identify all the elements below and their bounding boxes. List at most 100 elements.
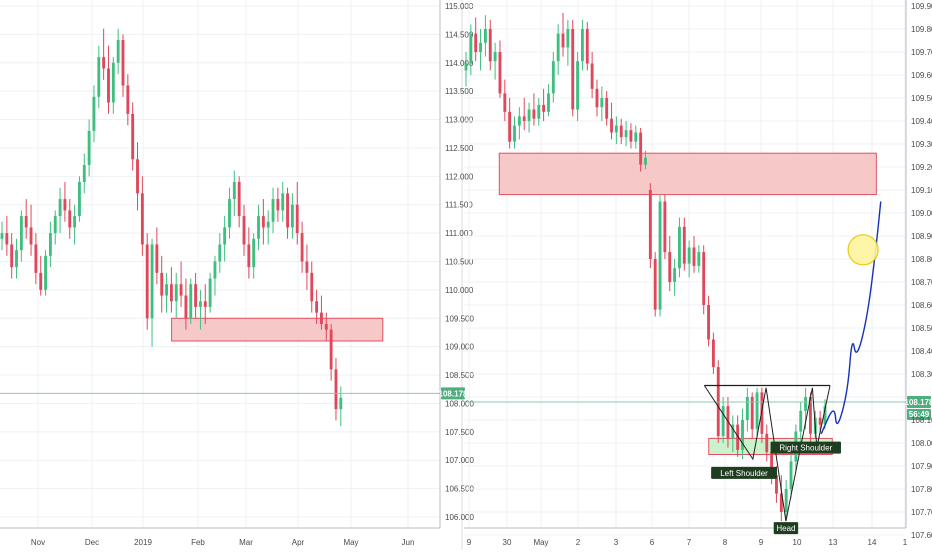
candle-body bbox=[503, 93, 507, 112]
candle-body bbox=[247, 244, 251, 268]
candle-body bbox=[741, 420, 744, 450]
candle-body bbox=[295, 204, 299, 234]
candle-body bbox=[242, 216, 246, 245]
pattern-label: Left Shoulder bbox=[720, 469, 768, 478]
candle-body bbox=[736, 424, 740, 450]
x-tick-label: 9 bbox=[759, 538, 764, 547]
countdown-label: 56:49 bbox=[909, 410, 930, 419]
candle-body bbox=[203, 301, 207, 307]
candle-body bbox=[184, 295, 188, 319]
y-tick-label: 109.600 bbox=[911, 71, 932, 80]
y-tick-label: 114.000 bbox=[445, 59, 474, 68]
y-tick-label: 107.500 bbox=[445, 428, 474, 437]
candle-body bbox=[271, 199, 275, 222]
candle-body bbox=[784, 489, 788, 512]
y-tick-label: 106.500 bbox=[445, 485, 474, 494]
candle-body bbox=[228, 199, 231, 228]
candle-body bbox=[0, 233, 4, 239]
candle-body bbox=[527, 109, 531, 121]
candle-body bbox=[547, 93, 550, 112]
candle-body bbox=[750, 397, 754, 430]
candle-body bbox=[48, 233, 52, 256]
candle-body bbox=[479, 42, 482, 52]
y-tick-label: 107.900 bbox=[911, 462, 932, 471]
candle-body bbox=[19, 216, 23, 251]
candle-body bbox=[339, 397, 343, 410]
y-tick-label: 108.000 bbox=[911, 439, 932, 448]
y-tick-label: 107.000 bbox=[445, 456, 474, 465]
candle-body bbox=[634, 132, 638, 142]
candle-body bbox=[310, 272, 314, 302]
candle-body bbox=[513, 125, 516, 142]
candle-body bbox=[610, 118, 613, 133]
y-tick-label: 108.700 bbox=[911, 278, 932, 287]
candle-body bbox=[668, 252, 672, 282]
y-tick-label: 114.500 bbox=[445, 30, 474, 39]
x-tick-label: 8 bbox=[723, 538, 728, 547]
x-tick-label: 10 bbox=[793, 538, 802, 547]
pattern-label-bg bbox=[770, 441, 841, 454]
candle-body bbox=[334, 369, 338, 410]
candle-body bbox=[823, 406, 827, 425]
pane-1: 108.178 115.000 114.500 114.000 113.500 113.0… bbox=[0, 0, 474, 547]
y-tick-label: 108.100 bbox=[911, 416, 932, 425]
y-tick-label: 112.500 bbox=[445, 144, 474, 153]
candle-body bbox=[808, 397, 812, 434]
y-tick-label: 113.500 bbox=[445, 87, 474, 96]
y-tick-label: 109.800 bbox=[911, 25, 932, 34]
candle-body bbox=[155, 244, 159, 273]
candle-body bbox=[600, 98, 604, 108]
candle-body bbox=[595, 88, 599, 108]
x-tick-label: May bbox=[343, 538, 358, 547]
y-tick-label: 109.500 bbox=[911, 94, 932, 103]
candle-body bbox=[614, 125, 618, 133]
candle-body bbox=[765, 433, 769, 453]
x-tick-label: May bbox=[533, 538, 548, 547]
candle-body bbox=[266, 221, 270, 228]
y-tick-label: 108.000 bbox=[445, 399, 474, 408]
candle-body bbox=[116, 40, 120, 63]
candle-body bbox=[150, 244, 154, 319]
y-tick-label: 111.500 bbox=[445, 201, 473, 210]
candle-body bbox=[639, 132, 643, 165]
candle-body bbox=[590, 63, 594, 89]
candle-body bbox=[82, 164, 86, 183]
candle-body bbox=[517, 116, 521, 126]
candle-body bbox=[223, 227, 227, 245]
candle-body bbox=[237, 182, 241, 217]
candle-body bbox=[673, 268, 677, 282]
projection-path bbox=[820, 201, 882, 435]
y-tick-label: 115.000 bbox=[445, 2, 474, 11]
y-tick-label: 109.100 bbox=[911, 186, 932, 195]
y-tick-label: 109.300 bbox=[911, 140, 932, 149]
x-tick-label: 14 bbox=[868, 538, 877, 547]
candle-body bbox=[218, 244, 222, 262]
candle-body bbox=[663, 201, 667, 253]
candle-body bbox=[281, 193, 285, 211]
candle-body bbox=[779, 493, 783, 512]
candle-body bbox=[140, 193, 144, 245]
pattern-label-bg bbox=[773, 522, 799, 535]
candle-body bbox=[755, 392, 759, 430]
candle-body bbox=[53, 216, 57, 234]
candle-body bbox=[179, 284, 183, 296]
candle-body bbox=[68, 210, 72, 228]
candle-body bbox=[585, 29, 589, 64]
candle-body bbox=[169, 284, 173, 302]
candle-body bbox=[804, 397, 808, 411]
candle-body bbox=[571, 29, 575, 110]
last-price-tag bbox=[441, 387, 465, 400]
candle-body bbox=[92, 96, 96, 131]
candle-body bbox=[24, 216, 28, 228]
x-tick-label: Apr bbox=[292, 538, 305, 547]
y-tick-label: 109.900 bbox=[911, 2, 932, 11]
candle-body bbox=[644, 157, 647, 165]
candle-body bbox=[474, 33, 478, 52]
x-tick-label: 13 bbox=[829, 538, 838, 547]
y-tick-label: 108.800 bbox=[911, 255, 932, 264]
y-tick-label: 107.800 bbox=[911, 485, 932, 494]
candle-body bbox=[15, 250, 18, 268]
x-tick-label: Feb bbox=[191, 538, 205, 547]
candle-body bbox=[286, 193, 289, 228]
candle-body bbox=[73, 216, 77, 228]
